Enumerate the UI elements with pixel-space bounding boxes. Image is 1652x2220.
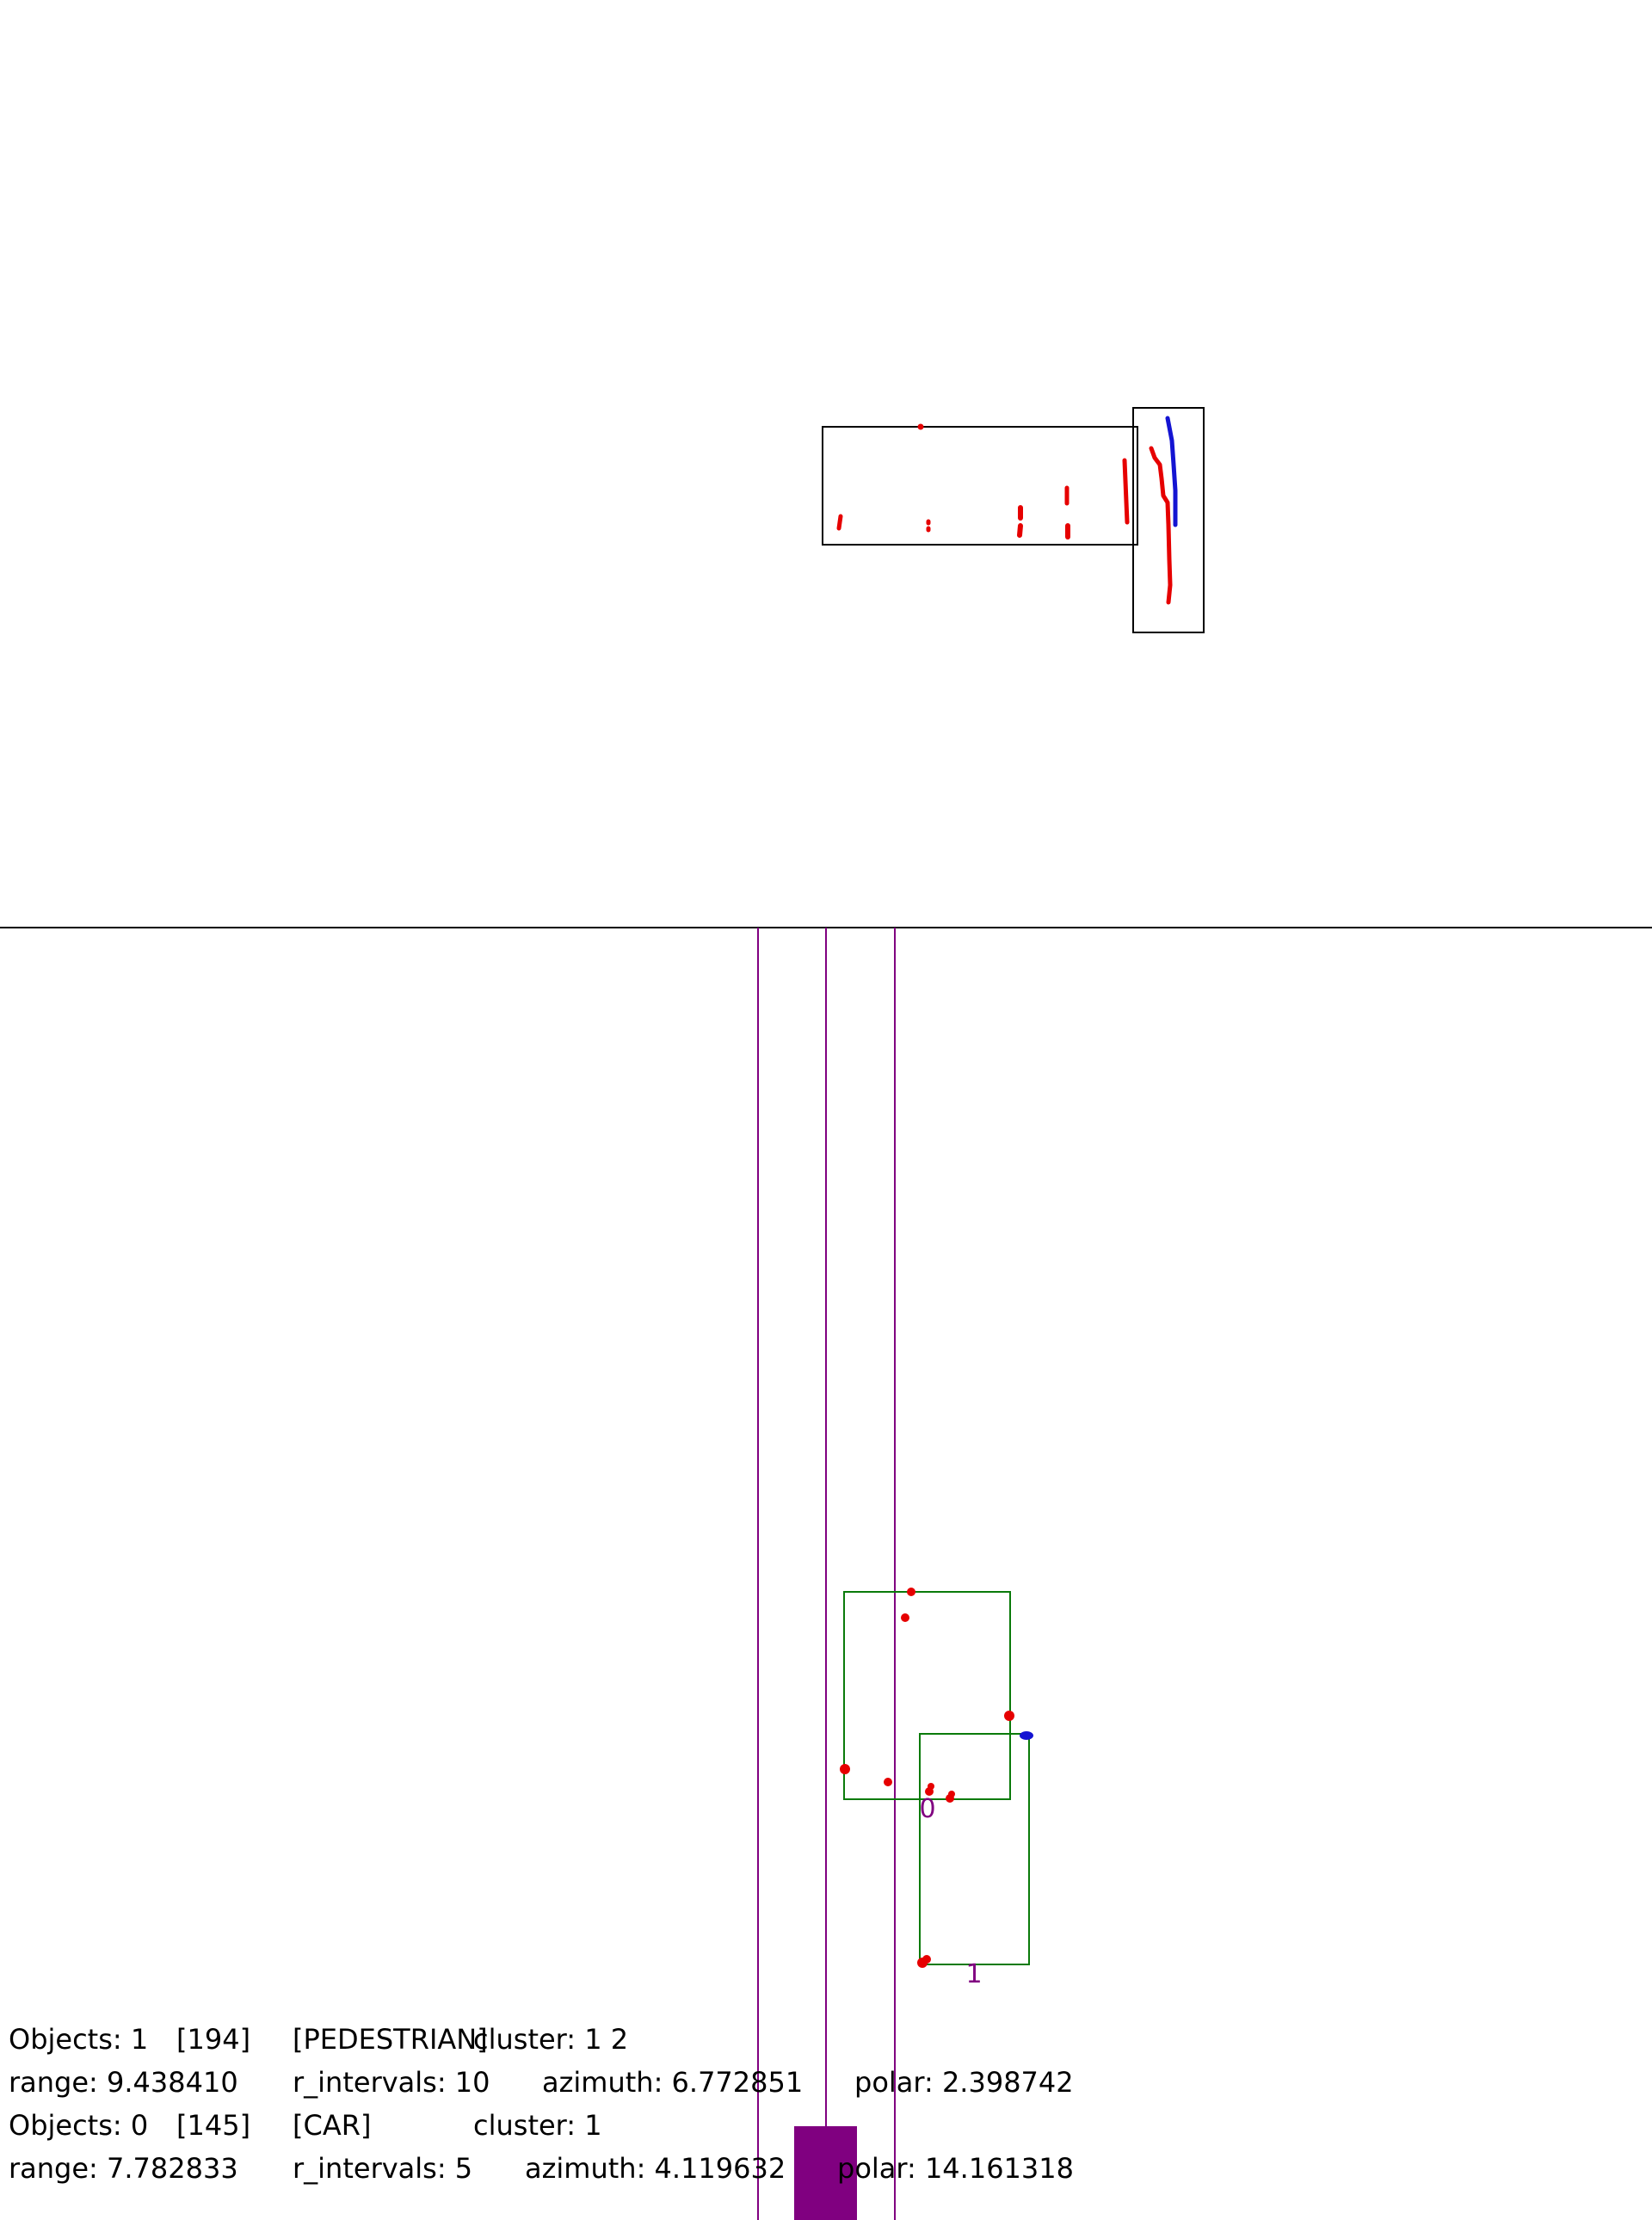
point <box>922 1955 931 1964</box>
point-trace <box>1165 416 1178 527</box>
azimuth-value: azimuth: 4.119632 <box>525 2152 786 2185</box>
point <box>928 1783 934 1790</box>
cluster-label-1: 1 <box>965 1959 982 1989</box>
objects-count-label: Objects: 0 <box>9 2109 149 2142</box>
info-line-range-0: range: 7.782833 r_intervals: 5 azimuth: … <box>9 2147 1127 2190</box>
object-id: [194] <box>176 2023 251 2056</box>
polar-value: polar: 2.398742 <box>854 2066 1074 2099</box>
azimuth-value: azimuth: 6.772851 <box>542 2066 804 2099</box>
cluster-list: cluster: 1 2 <box>473 2023 629 2056</box>
r-intervals-value: r_intervals: 10 <box>293 2066 490 2099</box>
point-trace <box>1149 446 1173 605</box>
cluster-points-blue <box>1020 1731 1033 1740</box>
point <box>901 1613 909 1622</box>
object-bounding-box-horizontal <box>822 426 1138 546</box>
top-view <box>822 407 1205 633</box>
point-trace <box>836 514 843 531</box>
bottom-view: 0 1 <box>757 928 1033 2220</box>
point <box>1020 1731 1033 1740</box>
object-id: [145] <box>176 2109 251 2142</box>
blue-point-cloud <box>1165 416 1178 527</box>
object-class: [PEDESTRIAN] <box>293 2023 488 2056</box>
point <box>917 423 924 430</box>
object-bounding-box-vertical <box>1132 407 1205 633</box>
point <box>907 1588 915 1596</box>
cluster-points-red <box>840 1588 1014 1968</box>
point <box>884 1778 892 1786</box>
info-line-objects-0: Objects: 0 [145] [CAR] cluster: 1 <box>9 2104 1127 2147</box>
range-value: range: 7.782833 <box>9 2152 238 2185</box>
point <box>948 1791 955 1798</box>
r-intervals-value: r_intervals: 5 <box>293 2152 473 2185</box>
object-class: [CAR] <box>293 2109 372 2142</box>
point <box>840 1764 850 1774</box>
point <box>1004 1711 1014 1721</box>
cluster-list: cluster: 1 <box>473 2109 602 2142</box>
info-line-objects-1: Objects: 1 [194] [PEDESTRIAN] cluster: 1… <box>9 2018 1127 2061</box>
range-value: range: 9.438410 <box>9 2066 238 2099</box>
cluster-box-0 <box>843 1591 1011 1800</box>
objects-count-label: Objects: 1 <box>9 2023 149 2056</box>
cluster-box-1 <box>919 1733 1030 1965</box>
ego-vehicle-marker <box>794 2126 857 2220</box>
cluster-label-0: 0 <box>919 1794 935 1824</box>
polar-value: polar: 14.161318 <box>837 2152 1074 2185</box>
red-point-cloud <box>836 423 1173 605</box>
point-trace <box>1122 458 1130 525</box>
info-line-range-1: range: 9.438410 r_intervals: 10 azimuth:… <box>9 2061 1127 2104</box>
